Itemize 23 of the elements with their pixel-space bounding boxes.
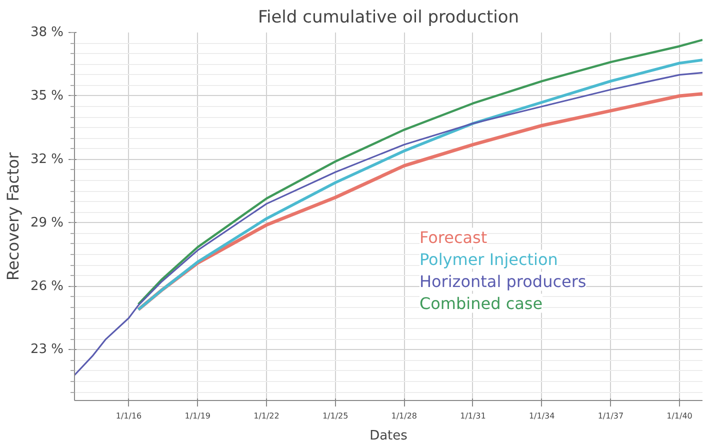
x-tick-label: 1/1/16 [116,412,142,420]
x-tick-label: 1/1/28 [391,412,418,420]
x-tick-label: 1/1/25 [322,412,348,420]
y-tick-label: 38 % [30,25,64,40]
y-axis-title: Recovery Factor [3,152,22,281]
text: Forecast [419,228,488,247]
line-series [74,72,702,376]
text: Combined case [419,294,543,313]
x-tick-label: 1/1/22 [254,412,280,420]
y-tick-label: 35 % [30,88,64,104]
x-tick-label: 1/1/40 [666,412,692,420]
y-tick-label: 32 % [30,152,64,167]
y-tick-label: 26 % [30,278,64,294]
chart-title: Field cumulative oil production [258,8,520,28]
x-tick-label: 1/1/34 [528,412,555,420]
x-tick-label: 1/1/31 [460,412,486,420]
text: Polymer Injection [419,250,558,269]
text: Horizontal producers [419,272,586,291]
y-tick-label: 29 % [30,215,64,230]
y-tick-label: 23 % [30,342,64,358]
x-axis-title: Dates [370,428,408,444]
x-tick-label: 1/1/37 [598,412,624,420]
x-tick-label: 1/1/19 [184,412,211,420]
